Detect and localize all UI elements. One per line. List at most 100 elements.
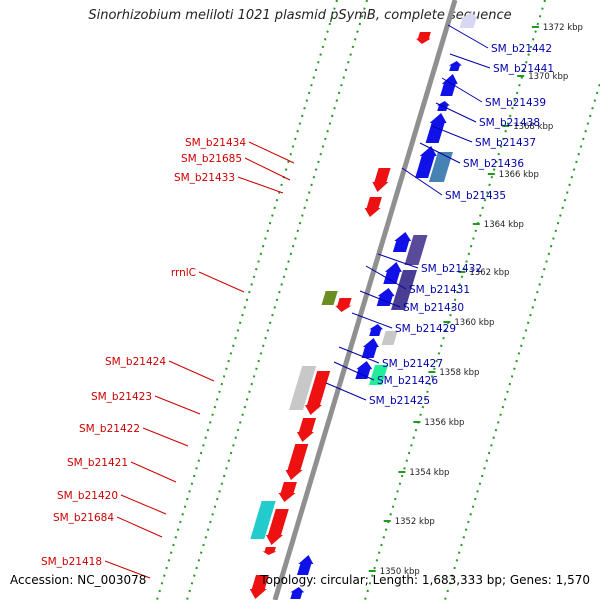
map-title: Sinorhizobium meliloti 1021 plasmid pSym… bbox=[88, 8, 512, 23]
reverse-gene-2[interactable] bbox=[364, 197, 382, 217]
forward-gene-label-5[interactable]: SM_b21436 bbox=[463, 158, 524, 170]
tick-label-0: 1372 kbp bbox=[543, 23, 583, 33]
tick-label-4: 1364 kbp bbox=[484, 220, 524, 230]
forward-gene-5[interactable] bbox=[415, 146, 437, 178]
forward-leader-1 bbox=[449, 53, 491, 69]
reverse-leader-9 bbox=[116, 516, 163, 538]
forward-gene-10[interactable] bbox=[361, 338, 379, 358]
forward-gene-12[interactable] bbox=[297, 555, 314, 575]
reverse-leader-7 bbox=[130, 461, 177, 483]
tick-label-6: 1360 kbp bbox=[454, 318, 494, 328]
tick-label-1: 1370 kbp bbox=[528, 72, 568, 82]
reverse-gene-0[interactable] bbox=[415, 32, 431, 44]
forward-gene-label-4[interactable]: SM_b21437 bbox=[475, 137, 536, 149]
reverse-gene-4[interactable] bbox=[305, 371, 331, 415]
forward-leader-9 bbox=[359, 290, 401, 308]
reverse-leader-0 bbox=[248, 141, 295, 164]
reverse-leader-8 bbox=[120, 494, 167, 515]
forward-gene-6[interactable] bbox=[392, 232, 412, 252]
tick-label-5: 1362 kbp bbox=[469, 268, 509, 278]
reverse-gene-3[interactable] bbox=[335, 298, 352, 312]
forward-leader-6 bbox=[401, 167, 443, 196]
forward-gene-2[interactable] bbox=[440, 74, 458, 96]
reverse-gene-label-8[interactable]: SM_b21420 bbox=[57, 490, 118, 502]
forward-leader-3 bbox=[435, 102, 477, 123]
forward-gene-1[interactable] bbox=[448, 61, 462, 71]
forward-gene-label-6[interactable]: SM_b21435 bbox=[445, 190, 506, 202]
reverse-gene-10[interactable] bbox=[249, 575, 269, 599]
reverse-gene-1[interactable] bbox=[372, 168, 391, 192]
reverse-leader-4 bbox=[168, 360, 215, 382]
reverse-feature-2[interactable] bbox=[250, 501, 276, 539]
forward-leader-4 bbox=[431, 125, 473, 143]
forward-leader-8 bbox=[365, 265, 407, 290]
guide-dotted-line-3 bbox=[444, 79, 600, 600]
forward-gene-label-11[interactable]: SM_b21427 bbox=[382, 358, 443, 370]
forward-gene-11[interactable] bbox=[355, 361, 373, 379]
reverse-gene-label-0[interactable]: SM_b21434 bbox=[185, 137, 246, 149]
forward-leader-12 bbox=[333, 361, 375, 381]
tick-label-2: 1368 kbp bbox=[513, 122, 553, 132]
reverse-gene-8[interactable] bbox=[266, 509, 289, 545]
forward-gene-label-7[interactable]: SM_b21432 bbox=[421, 263, 482, 275]
reverse-gene-label-9[interactable]: SM_b21684 bbox=[53, 512, 114, 524]
forward-gene-label-12[interactable]: SM_b21426 bbox=[377, 375, 438, 387]
reverse-gene-label-2[interactable]: SM_b21433 bbox=[174, 172, 235, 184]
forward-feature-0[interactable] bbox=[428, 152, 453, 182]
reverse-gene-6[interactable] bbox=[285, 444, 309, 480]
tick-label-10: 1352 kbp bbox=[395, 517, 435, 527]
forward-gene-0[interactable] bbox=[459, 12, 479, 28]
guide-dotted-line-0 bbox=[156, 0, 338, 600]
forward-gene-label-13[interactable]: SM_b21425 bbox=[369, 395, 430, 407]
tick-label-8: 1356 kbp bbox=[424, 418, 464, 428]
forward-leader-11 bbox=[338, 346, 380, 364]
reverse-gene-7[interactable] bbox=[278, 482, 297, 502]
reverse-gene-label-6[interactable]: SM_b21422 bbox=[79, 423, 140, 435]
backbone-line bbox=[272, 0, 458, 600]
forward-gene-label-3[interactable]: SM_b21438 bbox=[479, 117, 540, 129]
forward-feature-3[interactable] bbox=[381, 331, 398, 345]
forward-gene-label-2[interactable]: SM_b21439 bbox=[485, 97, 546, 109]
reverse-leader-2 bbox=[237, 176, 284, 194]
reverse-gene-label-1[interactable]: SM_b21685 bbox=[181, 153, 242, 165]
forward-gene-13[interactable] bbox=[290, 587, 305, 599]
tick-label-7: 1358 kbp bbox=[439, 368, 479, 378]
reverse-gene-label-5[interactable]: SM_b21423 bbox=[91, 391, 152, 403]
forward-leader-13 bbox=[325, 382, 367, 401]
reverse-gene-label-3[interactable]: rrnlC bbox=[171, 267, 196, 279]
reverse-leader-10 bbox=[104, 560, 151, 579]
accession-text: Accession: NC_003078 bbox=[10, 573, 147, 587]
reverse-gene-label-4[interactable]: SM_b21424 bbox=[105, 356, 166, 368]
forward-gene-9[interactable] bbox=[369, 324, 384, 336]
tick-label-11: 1350 kbp bbox=[380, 567, 420, 577]
reverse-feature-0[interactable] bbox=[321, 291, 338, 305]
reverse-gene-label-7[interactable]: SM_b21421 bbox=[67, 457, 128, 469]
forward-gene-8[interactable] bbox=[376, 288, 395, 306]
forward-feature-2[interactable] bbox=[391, 270, 417, 310]
forward-leader-7 bbox=[377, 253, 419, 269]
reverse-gene-9[interactable] bbox=[262, 547, 277, 555]
reverse-gene-5[interactable] bbox=[296, 418, 317, 442]
reverse-leader-3 bbox=[198, 271, 245, 293]
forward-feature-1[interactable] bbox=[404, 235, 428, 265]
guide-dotted-line-1 bbox=[186, 0, 368, 600]
forward-leader-10 bbox=[351, 312, 393, 329]
forward-gene-label-8[interactable]: SM_b21431 bbox=[409, 284, 470, 296]
reverse-leader-5 bbox=[154, 395, 201, 415]
forward-gene-label-0[interactable]: SM_b21442 bbox=[491, 43, 552, 55]
reverse-gene-label-10[interactable]: SM_b21418 bbox=[41, 556, 102, 568]
forward-leader-2 bbox=[441, 77, 483, 103]
reverse-leader-1 bbox=[244, 157, 291, 181]
reverse-leader-6 bbox=[142, 427, 189, 447]
tick-label-3: 1366 kbp bbox=[499, 170, 539, 180]
genome-summary-text: Topology: circular; Length: 1,683,333 bp… bbox=[260, 573, 590, 587]
forward-gene-7[interactable] bbox=[383, 262, 402, 284]
forward-gene-label-9[interactable]: SM_b21430 bbox=[403, 302, 464, 314]
forward-gene-label-1[interactable]: SM_b21441 bbox=[493, 63, 554, 75]
forward-gene-label-10[interactable]: SM_b21429 bbox=[395, 323, 456, 335]
guide-dotted-line-2 bbox=[364, 0, 546, 600]
reverse-feature-1[interactable] bbox=[289, 366, 317, 410]
forward-leader-0 bbox=[447, 24, 489, 49]
